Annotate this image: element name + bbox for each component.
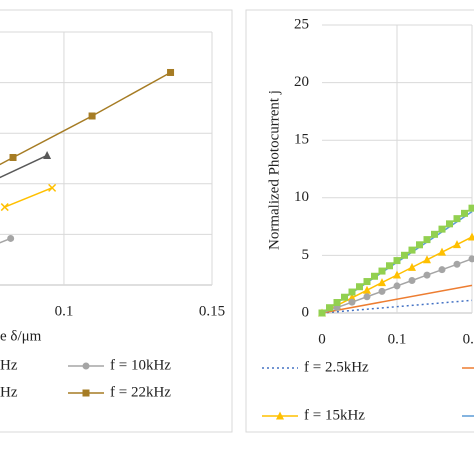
x-tick-label: 0.1 xyxy=(388,331,407,347)
marker xyxy=(318,309,326,317)
marker xyxy=(348,288,356,296)
marker xyxy=(48,183,57,192)
marker xyxy=(363,293,371,301)
series-line xyxy=(321,284,473,314)
marker xyxy=(348,293,356,302)
series xyxy=(321,284,473,314)
left-frame xyxy=(0,9,233,433)
series-line xyxy=(321,299,473,314)
marker xyxy=(446,220,453,228)
marker xyxy=(468,204,474,212)
x-tick-label: 0 xyxy=(318,331,326,347)
marker xyxy=(393,257,401,265)
y-tick-label: 20 xyxy=(294,74,309,90)
marker xyxy=(423,271,431,279)
marker xyxy=(423,255,431,264)
legend-label: f = 15kHz xyxy=(304,407,365,423)
y-tick-label: 0 xyxy=(302,304,310,320)
y-tick-label: 10 xyxy=(294,189,309,205)
marker xyxy=(326,304,333,312)
series-line xyxy=(0,154,48,179)
marker xyxy=(438,225,446,233)
marker xyxy=(408,262,416,271)
x-tick-label: 0.2 xyxy=(463,331,474,347)
marker xyxy=(378,267,386,275)
marker xyxy=(468,232,474,241)
marker xyxy=(453,260,461,268)
marker xyxy=(333,299,341,307)
marker xyxy=(43,150,52,159)
legend-label: f = 10kHz xyxy=(110,357,171,373)
legend-label: f = 2.5kHz xyxy=(304,359,369,375)
marker xyxy=(453,240,461,249)
x-tick-label: 0.15 xyxy=(199,303,225,319)
y-tick-label: 5 xyxy=(302,247,310,263)
marker xyxy=(363,278,371,286)
marker xyxy=(408,246,416,254)
y-tick-label: 15 xyxy=(294,132,309,148)
marker xyxy=(378,287,386,295)
marker xyxy=(341,293,348,301)
marker xyxy=(393,282,401,290)
series xyxy=(0,234,15,244)
series xyxy=(321,299,473,314)
marker xyxy=(386,262,393,270)
series xyxy=(318,232,474,317)
series xyxy=(0,183,57,212)
marker xyxy=(438,247,446,256)
marker xyxy=(0,203,9,212)
legend-label: Hz xyxy=(0,384,18,400)
marker xyxy=(423,236,431,244)
marker xyxy=(167,68,175,76)
marker xyxy=(431,230,438,238)
marker xyxy=(416,241,423,249)
marker xyxy=(7,234,15,242)
marker xyxy=(82,389,90,397)
y-tick-label: 25 xyxy=(294,16,309,32)
marker xyxy=(363,285,371,294)
marker xyxy=(9,153,17,161)
marker xyxy=(348,298,356,306)
series-line xyxy=(0,71,171,166)
series-line xyxy=(4,187,53,208)
right-frame xyxy=(245,9,474,433)
marker xyxy=(408,277,416,285)
marker xyxy=(468,255,474,263)
series xyxy=(318,204,474,317)
marker xyxy=(378,278,386,287)
legend-label: Hz xyxy=(0,357,18,373)
series xyxy=(318,255,474,317)
x-axis-label: e δ/μm xyxy=(0,328,42,344)
marker xyxy=(356,283,363,291)
series xyxy=(0,150,52,179)
y-axis-label: Normalized Photocurrent j xyxy=(266,90,282,250)
marker xyxy=(88,112,96,120)
x-tick-label: 0.1 xyxy=(55,303,74,319)
legend-label: f = 22kHz xyxy=(110,384,171,400)
marker xyxy=(82,362,90,370)
marker xyxy=(371,272,378,280)
marker xyxy=(401,251,408,259)
marker xyxy=(276,411,284,420)
marker xyxy=(453,215,461,223)
marker xyxy=(461,209,468,217)
series xyxy=(0,68,175,166)
marker xyxy=(438,266,446,274)
marker xyxy=(393,270,401,279)
